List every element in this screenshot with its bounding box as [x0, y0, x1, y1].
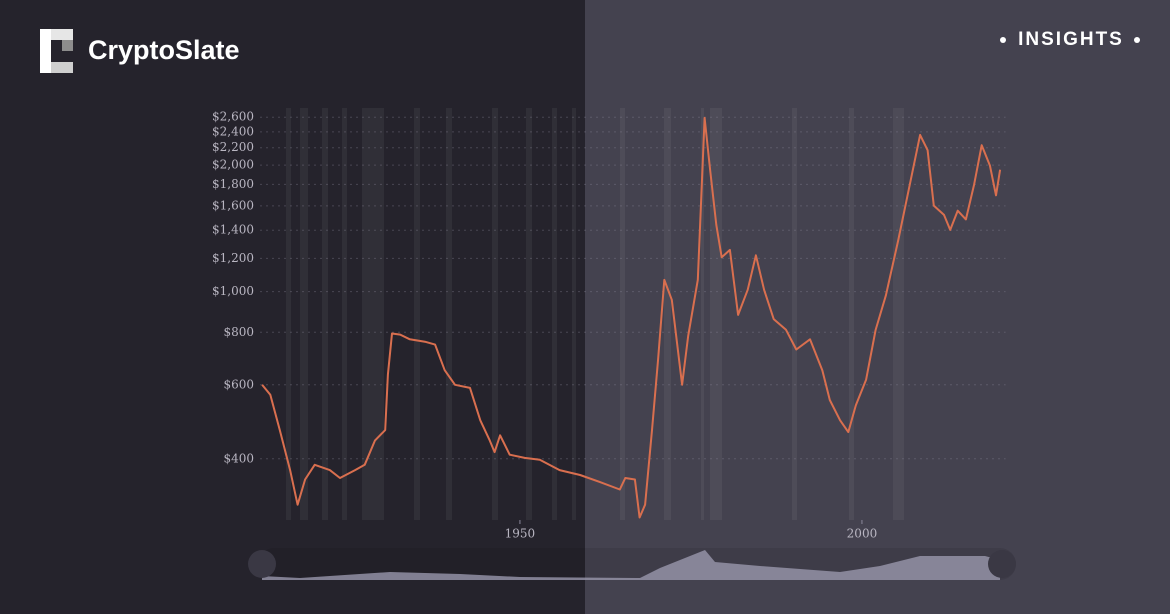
x-tick-label: 1950 [505, 527, 536, 541]
navigator [248, 548, 1016, 580]
dot [1000, 37, 1006, 43]
y-tick-label: $800 [223, 325, 254, 339]
y-tick-label: $2,200 [212, 140, 254, 154]
y-tick-label: $600 [223, 377, 254, 391]
dot [1134, 37, 1140, 43]
badge: INSIGHTS [1018, 29, 1124, 50]
y-tick-label: $1,000 [212, 284, 254, 298]
plot: $400 $600 $800 $1,000 $1,200 $1,400 $1,600 $1,8… [212, 110, 1006, 541]
y-tick-label: $1,200 [212, 251, 254, 265]
y-tick-label: $2,000 [212, 158, 254, 172]
dark-panel [0, 0, 585, 614]
logo [40, 29, 73, 73]
price-line [261, 116, 1002, 519]
brand: CryptoSlate [88, 35, 240, 65]
y-tick-label: $1,600 [212, 198, 254, 212]
y-tick-label: $2,400 [212, 124, 254, 138]
y-tick-label: $400 [223, 451, 254, 465]
y-tick-label: $1,400 [212, 223, 254, 237]
y-tick-label: $2,600 [212, 110, 254, 124]
recession-bands [286, 108, 904, 520]
y-tick-label: $1,800 [212, 177, 254, 191]
x-tick-label: 2000 [847, 527, 878, 541]
